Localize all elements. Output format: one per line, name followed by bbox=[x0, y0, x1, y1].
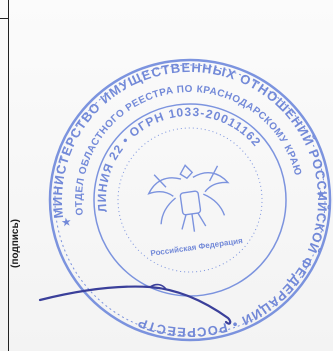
seal-outer-ring bbox=[48, 58, 332, 342]
seal-center-text: Российская Федерация bbox=[150, 236, 244, 258]
table-border-line bbox=[8, 0, 9, 18]
handwritten-signature bbox=[38, 285, 232, 325]
star-icon: ★ bbox=[61, 217, 71, 229]
seal-inner-text: ЛИНИЯ 22 • ОГРН 1033-20011162 bbox=[83, 94, 271, 213]
seal-inner-ring bbox=[93, 103, 287, 297]
star-icon: ★ bbox=[316, 189, 326, 201]
table-border-line bbox=[0, 18, 8, 19]
eagle-emblem-icon bbox=[147, 164, 230, 232]
table-border-line bbox=[8, 18, 9, 351]
